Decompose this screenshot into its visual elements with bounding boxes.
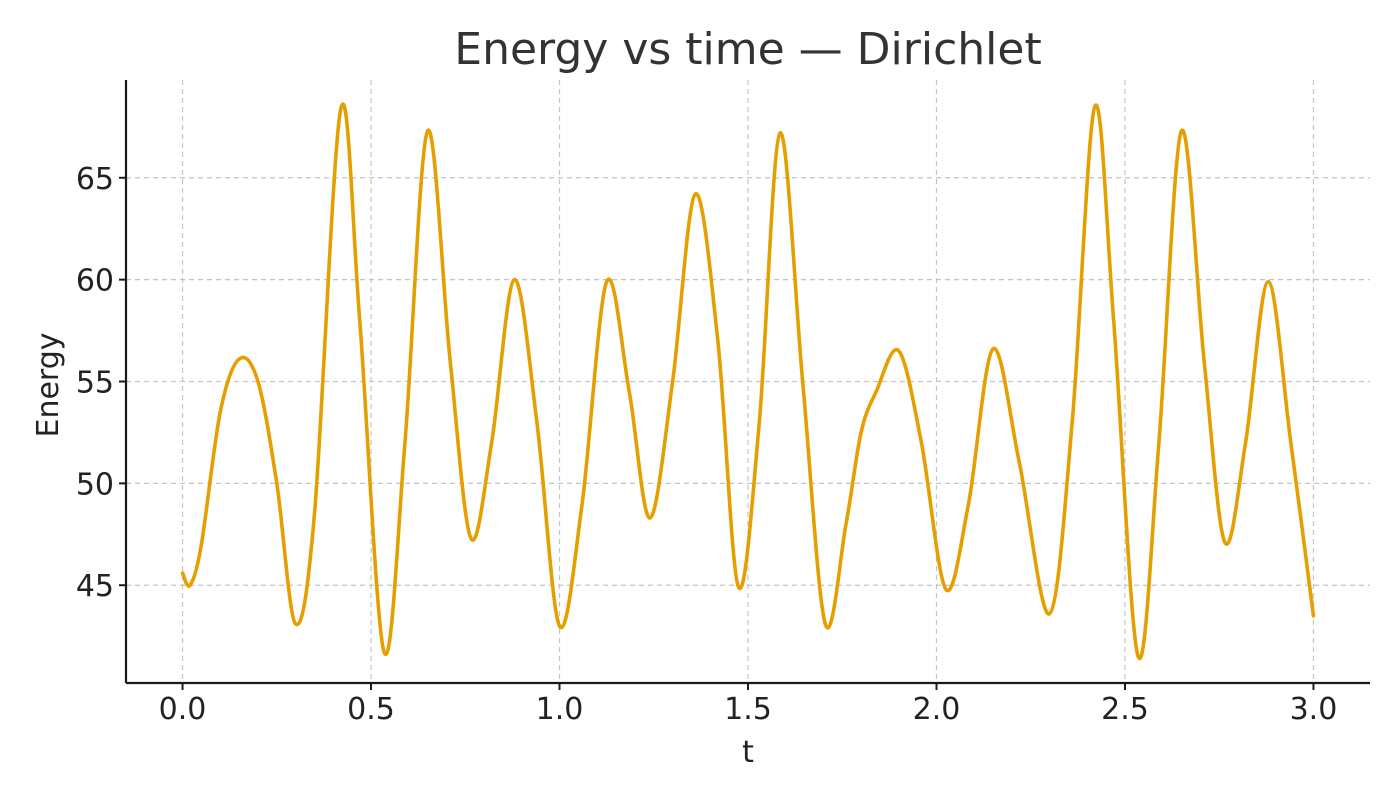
y-axis-label: Energy (31, 332, 66, 437)
axes: 0.0 0.5 1.0 1.5 2.0 2.5 3.0 45 50 55 60 65 (76, 80, 1370, 727)
x-tick-label: 3.0 (1290, 692, 1338, 727)
x-tick-label: 2.0 (913, 692, 961, 727)
grid-lines (126, 80, 1370, 683)
x-tick-label: 1.5 (724, 692, 772, 727)
x-tick-label: 0.0 (159, 692, 207, 727)
y-tick-label: 50 (76, 467, 114, 502)
x-tick-label: 2.5 (1101, 692, 1149, 727)
x-tick-label: 0.5 (347, 692, 395, 727)
x-axis-label: t (742, 735, 754, 770)
y-tick-label: 55 (76, 366, 114, 401)
data-series (180, 102, 1316, 661)
x-tick-label: 1.0 (536, 692, 584, 727)
chart-title: Energy vs time — Dirichlet (454, 24, 1041, 75)
energy-series-line (180, 102, 1316, 661)
y-tick-label: 60 (76, 264, 114, 299)
y-tick-label: 65 (76, 162, 114, 197)
y-tick-label: 45 (76, 569, 114, 604)
